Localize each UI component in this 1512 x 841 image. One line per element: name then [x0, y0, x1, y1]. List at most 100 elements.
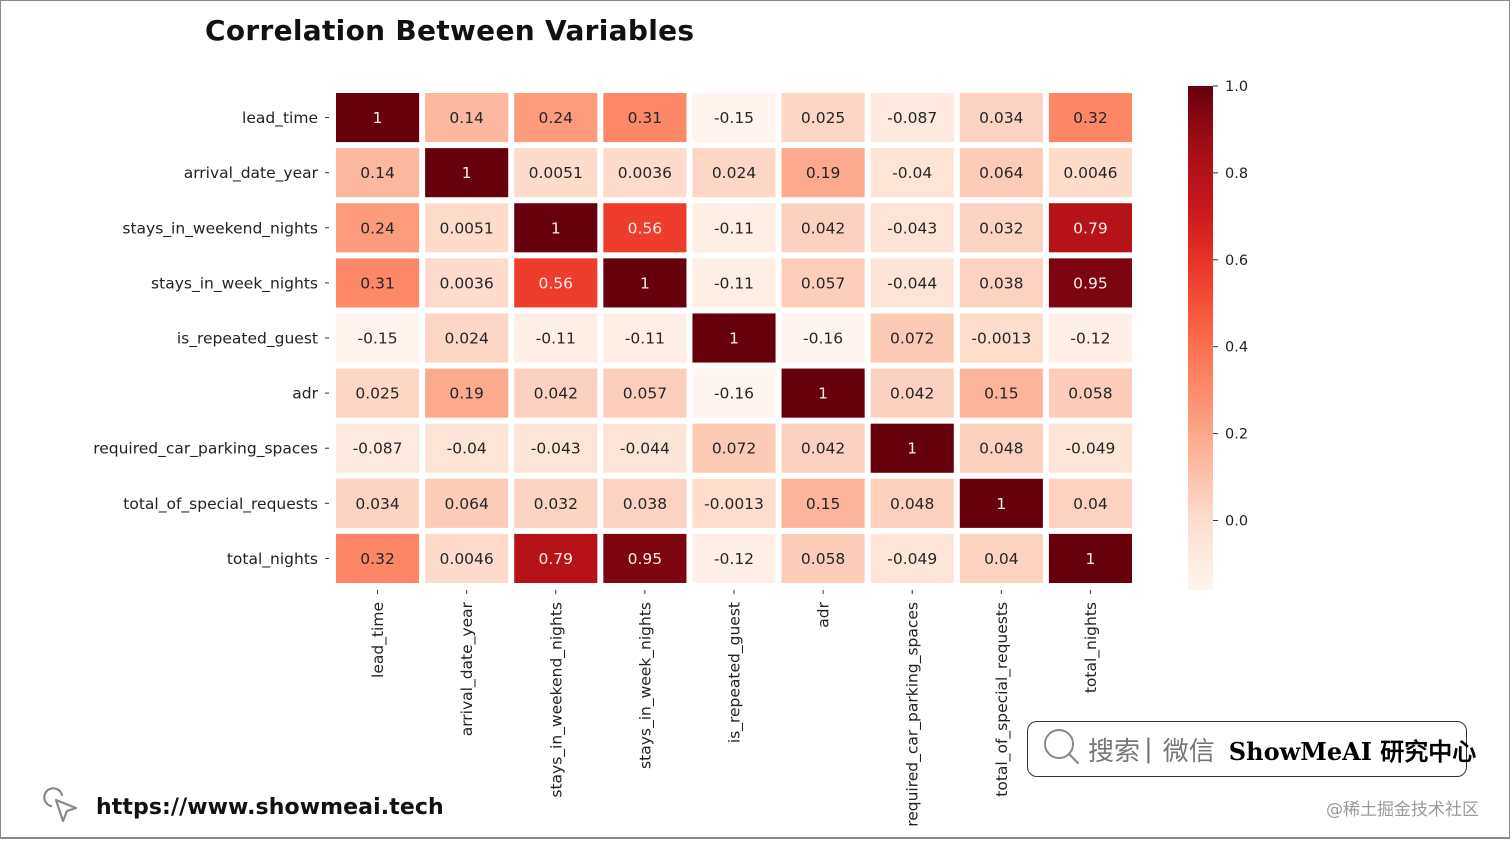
heatmap-cell [781, 313, 865, 363]
heatmap-cell [514, 93, 598, 143]
heatmap-cell [514, 423, 598, 473]
cell-annotation: 0.95 [628, 550, 663, 568]
cell-annotation: 0.31 [360, 274, 395, 292]
heatmap-cell [781, 423, 865, 473]
heatmap-cell [603, 203, 687, 253]
cell-annotation: -0.043 [887, 219, 937, 237]
cell-annotation: 1 [996, 495, 1006, 513]
heatmap-cell [425, 258, 509, 308]
y-tick-label: stays_in_week_nights [151, 274, 318, 293]
cell-annotation: 0.038 [979, 274, 1023, 292]
cell-annotation: -0.044 [887, 274, 937, 292]
cell-annotation: -0.044 [620, 440, 670, 458]
heatmap-cell [781, 148, 865, 198]
cell-annotation: 1 [729, 330, 739, 348]
heatmap-cell [603, 533, 687, 583]
cell-annotation: 0.038 [623, 495, 667, 513]
heatmap-cell [514, 313, 598, 363]
heatmap-cell [603, 93, 687, 143]
cell-annotation: 1 [373, 109, 383, 127]
cell-annotation: -0.0013 [971, 330, 1031, 348]
cell-annotation: -0.0013 [704, 495, 764, 513]
brand-name: ShowMeAI 研究中心 [1228, 736, 1477, 766]
heatmap-cell [781, 203, 865, 253]
chart-title: Correlation Between Variables [205, 14, 695, 47]
heatmap-cell [425, 93, 509, 143]
x-tick-label: total_of_special_requests [993, 602, 1012, 797]
colorbar-tick-label: 1.0 [1225, 79, 1248, 95]
heatmap-cell [959, 368, 1043, 418]
cell-annotation: 0.072 [712, 440, 756, 458]
colorbar-tick-label: 0.4 [1225, 340, 1248, 356]
cell-annotation: -0.049 [887, 550, 937, 568]
cell-annotation: 0.042 [534, 385, 578, 403]
heatmap-cell [425, 148, 509, 198]
heatmap-cell [870, 258, 954, 308]
heatmap-cell [1048, 478, 1132, 528]
cell-annotation: 0.0046 [1063, 164, 1117, 182]
heatmap-cell [692, 93, 776, 143]
cell-annotation: 1 [818, 385, 828, 403]
heatmap-cell [1048, 313, 1132, 363]
cell-annotation: -0.11 [625, 330, 665, 348]
heatmap-cell [336, 478, 420, 528]
footer-link[interactable]: https://www.showmeai.tech [42, 786, 444, 828]
cell-annotation: 0.064 [444, 495, 488, 513]
heatmap-cell [870, 93, 954, 143]
heatmap-cell [1048, 93, 1132, 143]
heatmap-cell [425, 423, 509, 473]
x-tick-label: lead_time [369, 602, 388, 678]
colorbar-gradient [1188, 86, 1213, 590]
cell-annotation: 0.032 [979, 219, 1023, 237]
cell-annotation: -0.049 [1065, 440, 1115, 458]
cell-annotation: -0.15 [714, 109, 754, 127]
heatmap-cell [425, 313, 509, 363]
colorbar-tick-label: 0.2 [1225, 427, 1248, 443]
cell-annotation: 0.064 [979, 164, 1023, 182]
x-tick-label: adr [815, 601, 833, 627]
heatmap-cell [781, 368, 865, 418]
heatmap-cell [781, 533, 865, 583]
cell-annotation: 0.034 [979, 109, 1023, 127]
y-tick-label: required_car_parking_spaces [93, 440, 318, 459]
heatmap-cell [336, 148, 420, 198]
cell-annotation: 0.048 [890, 495, 934, 513]
heatmap-cell [692, 203, 776, 253]
x-tick-label: required_car_parking_spaces [904, 602, 923, 827]
cell-annotation: -0.11 [714, 274, 754, 292]
heatmap-cell [959, 258, 1043, 308]
website-url[interactable]: https://www.showmeai.tech [96, 794, 444, 820]
colorbar: 0.0 0.2 0.4 0.6 0.8 1.0 [1188, 79, 1248, 590]
heatmap-cell [514, 258, 598, 308]
heatmap-cell [514, 533, 598, 583]
cell-annotation: 0.04 [984, 550, 1019, 568]
heatmap-cell [425, 368, 509, 418]
heatmap-cell [336, 258, 420, 308]
cell-annotation: 0.0046 [440, 550, 494, 568]
heatmap-cells: 1 0.14 0.24 0.31 -0.15 0.025 -0.087 0.034 0.32 0.… [336, 93, 1132, 583]
y-tick-label: is_repeated_guest [177, 330, 318, 349]
cell-annotation: 0.057 [623, 385, 667, 403]
cell-annotation: 1 [907, 440, 917, 458]
cell-annotation: 0.024 [444, 330, 488, 348]
search-icon [1042, 727, 1082, 771]
x-tick-label: stays_in_week_nights [636, 602, 655, 769]
cell-annotation: 0.19 [806, 164, 841, 182]
heatmap-cell [959, 148, 1043, 198]
heatmap-cell [959, 533, 1043, 583]
heatmap-cell [1048, 148, 1132, 198]
cell-annotation: 0.14 [360, 164, 395, 182]
cell-annotation: 0.025 [801, 109, 845, 127]
heatmap-cell [514, 148, 598, 198]
cell-annotation: 0.058 [801, 550, 845, 568]
heatmap-cell [959, 478, 1043, 528]
heatmap-cell [692, 423, 776, 473]
heatmap-cell [870, 203, 954, 253]
y-axis: lead_time arrival_date_year stays_in_weeke… [93, 109, 329, 569]
heatmap-cell [870, 148, 954, 198]
heatmap-cell [870, 423, 954, 473]
heatmap-cell [603, 313, 687, 363]
heatmap-cell [603, 478, 687, 528]
cell-annotation: -0.11 [536, 330, 576, 348]
cell-annotation: 0.15 [984, 385, 1019, 403]
